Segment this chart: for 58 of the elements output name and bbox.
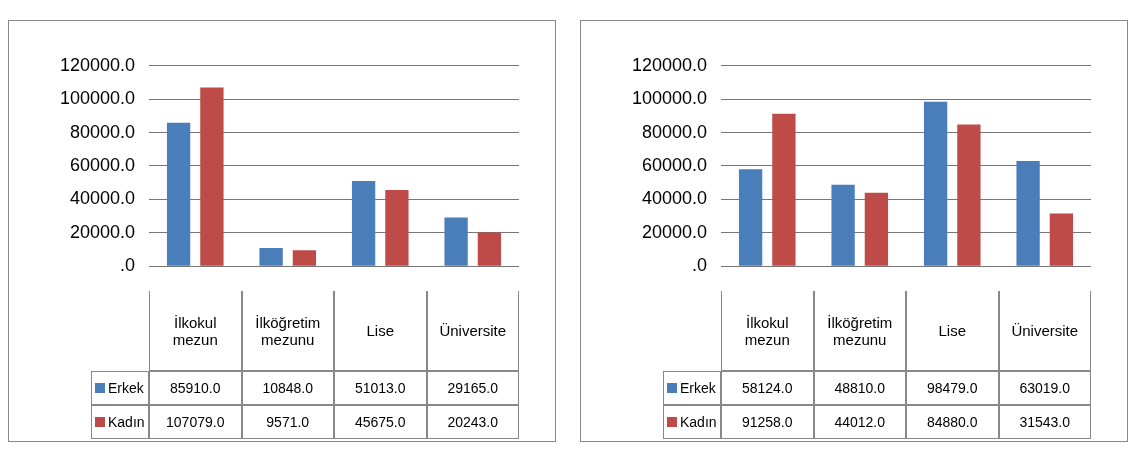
bar [1049,213,1074,266]
bar [166,122,191,266]
y-tick-label: 40000.0 [69,188,135,209]
x-tick-label: Lise [334,291,427,371]
y-tick-label: 100000.0 [631,88,707,109]
y-tick-label: 80000.0 [69,121,135,142]
bar [831,184,855,266]
y-tick-label: 60000.0 [69,154,135,175]
x-tick-label: Lise [906,291,999,371]
y-tick-label: .0 [691,255,707,276]
x-tick-label: İlkokul mezun [149,291,242,371]
x-tick-label: İlköğretim mezunu [813,291,906,371]
y-tick-label: 20000.0 [641,221,707,242]
data-label: 31543.0 [998,405,1091,439]
bar [1016,160,1040,266]
y-tick-label: 100000.0 [59,88,135,109]
y-tick-label: .0 [119,255,135,276]
data-label: 44012.0 [813,405,906,439]
data-label: 85910.0 [149,371,242,405]
data-label: 98479.0 [906,371,999,405]
y-tick-label: 40000.0 [641,188,707,209]
y-tick-label: 60000.0 [641,154,707,175]
bar [385,189,409,266]
data-label: 29165.0 [426,371,519,405]
bar [772,113,796,266]
x-tick-label: Üniversite [426,291,519,371]
bar [923,101,948,266]
bar [957,124,981,266]
bar [351,181,376,266]
x-tick-label: Üniversite [998,291,1091,371]
data-label: 107079.0 [149,405,242,439]
data-label: 51013.0 [334,371,427,405]
y-tick-label: 80000.0 [641,121,707,142]
data-label: 84880.0 [906,405,999,439]
bar [864,192,889,266]
legend-label: Erkek [91,371,149,405]
legend-label: Erkek [663,371,721,405]
bar [292,250,317,266]
data-label: 63019.0 [998,371,1091,405]
data-label: 9571.0 [241,405,334,439]
data-label: 48810.0 [813,371,906,405]
x-tick-label: İlköğretim mezunu [241,291,334,371]
legend-label: Kadın [91,405,149,439]
x-tick-label: İlkokul mezun [721,291,814,371]
legend-label: Kadın [663,405,721,439]
y-tick-label: 120000.0 [59,54,135,75]
data-label: 20243.0 [426,405,519,439]
bar [477,232,502,266]
y-tick-label: 120000.0 [631,54,707,75]
bar [259,248,283,266]
data-label: 10848.0 [241,371,334,405]
data-label: 45675.0 [334,405,427,439]
bar [200,87,224,266]
bar [444,217,468,266]
y-tick-label: 20000.0 [69,221,135,242]
data-label: 58124.0 [721,371,814,405]
bar [738,169,763,266]
data-label: 91258.0 [721,405,814,439]
